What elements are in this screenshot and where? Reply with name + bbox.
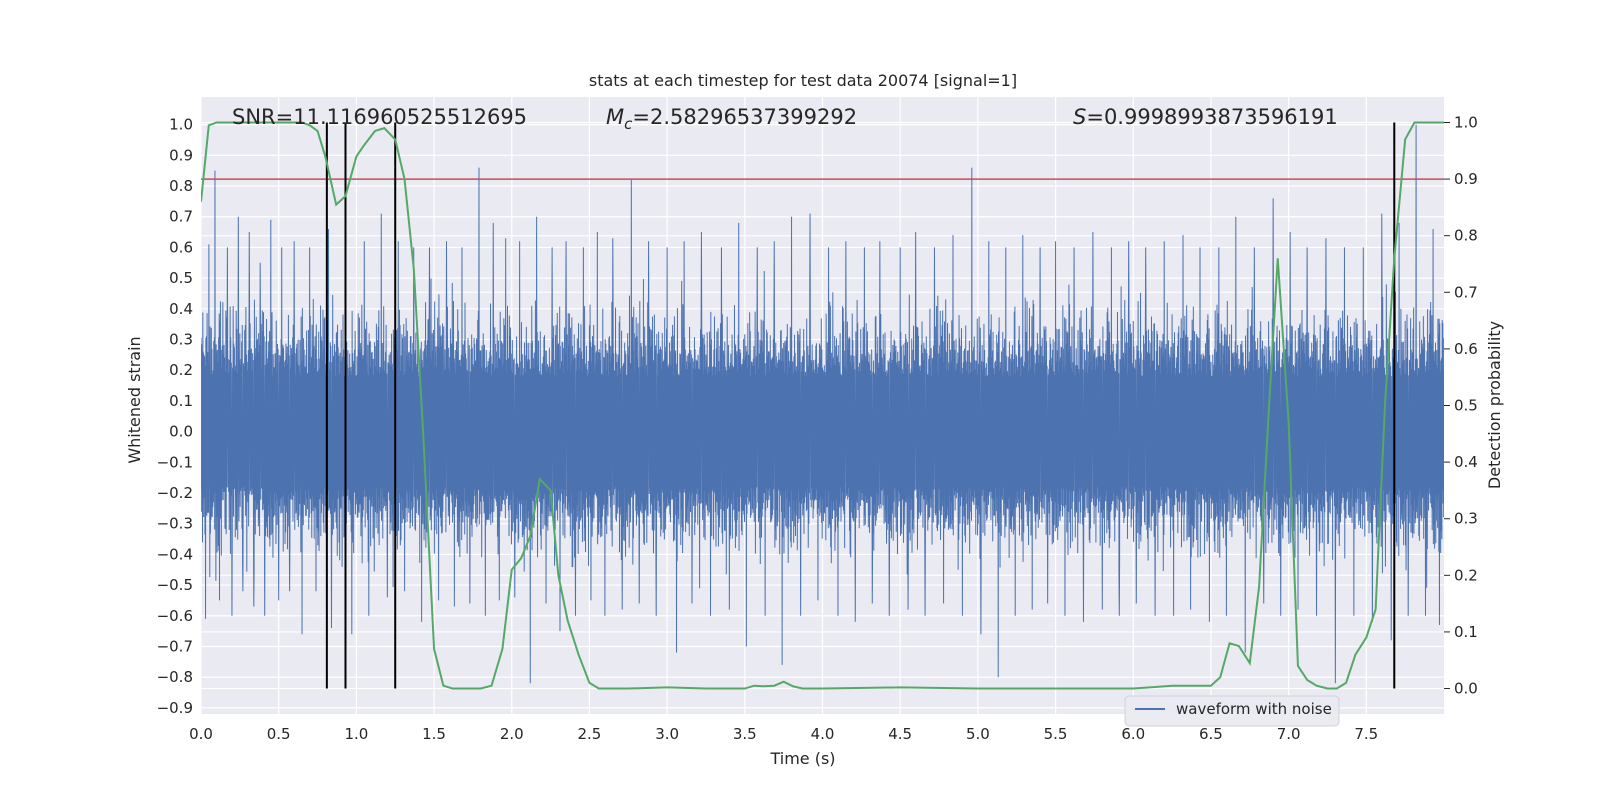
x-tick-label: 4.0 [811, 725, 835, 743]
y-right-tick-label: 0.3 [1454, 510, 1478, 528]
y-tick-label: 0.1 [169, 392, 193, 410]
y-tick-label: −0.9 [157, 699, 193, 717]
y-tick-label: 0.6 [169, 238, 193, 256]
y-tick-label: −0.4 [157, 545, 193, 563]
y-tick-label: −0.5 [157, 576, 193, 594]
waveform-series [201, 124, 1444, 684]
y-tick-label: −0.1 [157, 453, 193, 471]
score-symbol: S [1073, 105, 1086, 129]
x-tick-label: 5.5 [1044, 725, 1068, 743]
y-right-tick-label: 0.7 [1454, 283, 1478, 301]
x-tick-label: 5.0 [966, 725, 990, 743]
y-right-tick-label: 0.5 [1454, 397, 1478, 415]
x-tick-label: 2.5 [578, 725, 602, 743]
y-axis-right-label: Detection probability [1485, 321, 1504, 489]
score-annotation: S=0.9998993873596191 [1073, 105, 1338, 129]
probability-series [201, 121, 1444, 690]
x-tick-label: 3.5 [733, 725, 757, 743]
y-tick-label: 0.5 [169, 269, 193, 287]
x-tick-label: 0.0 [189, 725, 213, 743]
chart-title: stats at each timestep for test data 200… [589, 71, 1017, 90]
chirp-mass-subscript: c [624, 115, 633, 133]
y-tick-label: −0.3 [157, 515, 193, 533]
x-axis-ticks: 0.0 0.5 1.0 1.5 2.0 2.5 3.0 3.5 4.0 4.5 5.0 5.5 6.0 6… [189, 725, 1378, 743]
y-tick-label: 0.2 [169, 361, 193, 379]
y-right-tick-label: 1.0 [1454, 113, 1478, 131]
y-axis-ticks: 1.0 0.9 0.8 0.7 0.6 0.5 0.4 0.3 0.2 0.1 0.0 −0.1 −0.… [157, 116, 193, 717]
x-tick-label: 4.5 [888, 725, 912, 743]
x-tick-label: 7.0 [1277, 725, 1301, 743]
x-tick-label: 6.0 [1121, 725, 1145, 743]
score-value: =0.9998993873596191 [1086, 105, 1337, 129]
y-right-tick-label: 0.4 [1454, 453, 1478, 471]
legend: waveform with noise [1124, 695, 1340, 727]
snr-annotation: SNR=11.116960525512695 [232, 105, 527, 129]
y-tick-label: 0.9 [169, 146, 193, 164]
x-tick-label: 1.5 [422, 725, 446, 743]
y-right-tick-label: 0.2 [1454, 566, 1478, 584]
x-axis-label: Time (s) [769, 749, 835, 768]
x-tick-label: 1.0 [344, 725, 368, 743]
chirp-mass-symbol: M [606, 105, 624, 129]
y-tick-label: 0.0 [169, 423, 193, 441]
y-tick-label: 0.3 [169, 331, 193, 349]
y-right-tick-label: 0.0 [1454, 680, 1478, 698]
y-tick-label: −0.6 [157, 607, 193, 625]
y-right-tick-label: 0.1 [1454, 623, 1478, 641]
legend-label: waveform with noise [1176, 700, 1332, 718]
y-right-tick-label: 0.8 [1454, 227, 1478, 245]
y-right-tick-label: 0.6 [1454, 340, 1478, 358]
y-tick-label: 0.7 [169, 208, 193, 226]
x-tick-label: 7.5 [1354, 725, 1378, 743]
y-tick-label: −0.2 [157, 484, 193, 502]
x-tick-label: 2.0 [500, 725, 524, 743]
y-tick-label: −0.8 [157, 668, 193, 686]
y-tick-label: 0.8 [169, 177, 193, 195]
y-tick-label: 0.4 [169, 300, 193, 318]
y-axis-label: Whitened strain [125, 336, 144, 463]
x-tick-label: 3.0 [655, 725, 679, 743]
x-tick-label: 6.5 [1199, 725, 1223, 743]
y-tick-label: 1.0 [169, 116, 193, 134]
y-axis-right-ticks: 1.0 0.9 0.8 0.7 0.6 0.5 0.4 0.3 0.2 0.1 0.0 [1444, 113, 1478, 698]
plot-area [201, 121, 1444, 690]
marker-lines [325, 122, 1396, 689]
y-tick-label: −0.7 [157, 637, 193, 655]
y-right-tick-label: 0.9 [1454, 170, 1478, 188]
chirp-mass-annotation: Mc=2.58296537399292 [606, 105, 857, 133]
chirp-mass-value: =2.58296537399292 [632, 105, 857, 129]
x-tick-label: 0.5 [267, 725, 291, 743]
